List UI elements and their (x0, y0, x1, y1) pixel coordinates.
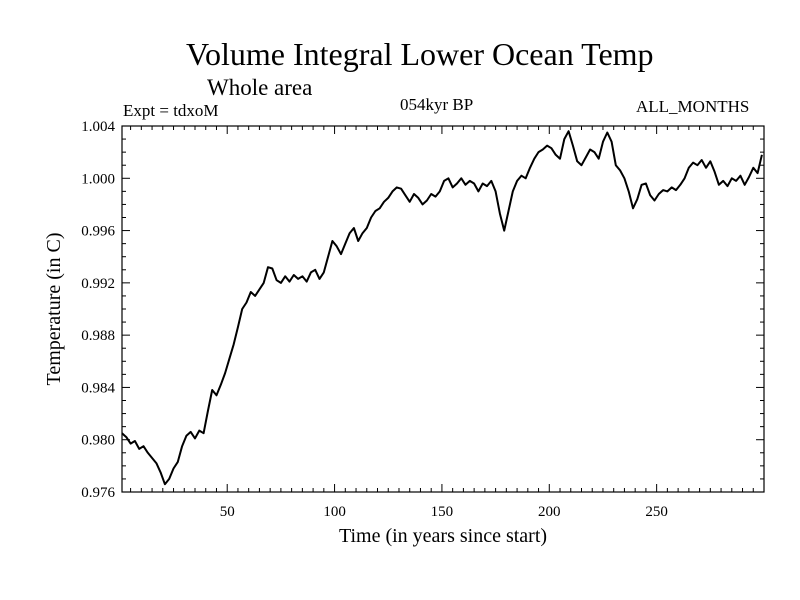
experiment-label: Expt = tdxoM (123, 101, 219, 120)
plot-frame (121, 125, 765, 493)
y-tick-label: 0.988 (81, 328, 115, 344)
chart-title: Volume Integral Lower Ocean Temp (186, 36, 654, 72)
x-axis-label: Time (in years since start) (339, 525, 547, 547)
y-tick-label: 0.984 (81, 380, 115, 396)
y-tick-label: 0.976 (81, 485, 115, 501)
x-tick-label: 250 (645, 504, 668, 520)
x-tick-label: 150 (431, 504, 454, 520)
y-tick-label: 0.980 (81, 433, 115, 449)
y-tick-label: 0.992 (81, 276, 115, 292)
x-tick-label: 200 (538, 504, 561, 520)
months-label: ALL_MONTHS (636, 97, 750, 116)
y-tick-label: 0.996 (81, 224, 115, 240)
y-tick-label: 1.004 (81, 119, 115, 135)
y-axis-label: Temperature (in C) (43, 233, 65, 386)
tick-labels: 50 100 150 200 250 0.976 0.980 0.984 0.988 0.992 0… (81, 119, 668, 520)
period-label: 054kyr BP (400, 95, 474, 114)
series-line (121, 130, 763, 486)
chart-subtitle: Whole area (207, 75, 313, 100)
tick-marks (122, 125, 764, 493)
x-tick-label: 50 (220, 504, 235, 520)
x-tick-label: 100 (323, 504, 346, 520)
y-tick-label: 1.000 (81, 171, 115, 187)
